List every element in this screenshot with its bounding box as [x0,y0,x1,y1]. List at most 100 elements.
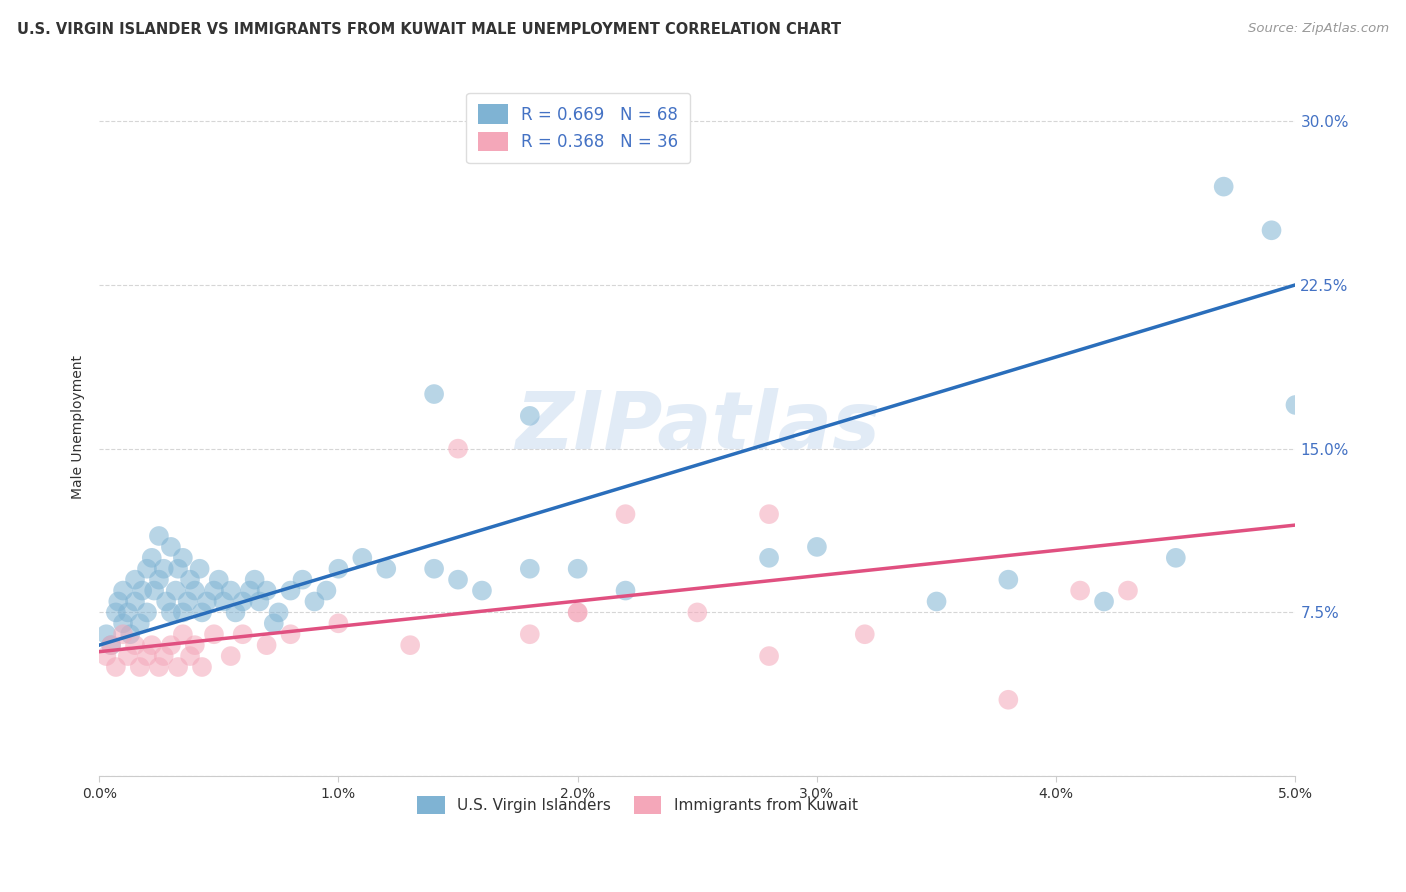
Point [179,649,201,664]
Point [519,562,541,576]
Point [225,606,247,620]
Text: Source: ZipAtlas.com: Source: ZipAtlas.com [1249,22,1389,36]
Point [925,594,948,608]
Point [471,583,494,598]
Point [165,583,187,598]
Point [614,507,637,521]
Point [212,594,235,608]
Point [160,638,183,652]
Point [136,649,159,664]
Point [172,606,194,620]
Point [160,606,183,620]
Point [148,529,170,543]
Y-axis label: Male Unemployment: Male Unemployment [72,355,86,499]
Point [519,409,541,423]
Point [128,616,150,631]
Point [291,573,314,587]
Point [352,550,374,565]
Point [152,649,174,664]
Point [243,573,266,587]
Text: U.S. VIRGIN ISLANDER VS IMMIGRANTS FROM KUWAIT MALE UNEMPLOYMENT CORRELATION CHA: U.S. VIRGIN ISLANDER VS IMMIGRANTS FROM … [17,22,841,37]
Point [304,594,326,608]
Point [232,594,254,608]
Point [202,627,225,641]
Point [519,627,541,641]
Point [997,692,1019,706]
Point [104,660,127,674]
Point [567,562,589,576]
Point [117,606,139,620]
Point [152,562,174,576]
Point [172,550,194,565]
Point [1164,550,1187,565]
Point [208,573,231,587]
Point [219,583,242,598]
Point [167,562,190,576]
Point [124,573,146,587]
Point [232,627,254,641]
Point [686,606,709,620]
Point [124,594,146,608]
Point [112,627,135,641]
Point [447,442,470,456]
Point [107,594,129,608]
Point [447,573,470,587]
Point [758,649,780,664]
Point [136,606,159,620]
Point [128,660,150,674]
Point [267,606,290,620]
Point [148,573,170,587]
Point [399,638,422,652]
Point [117,649,139,664]
Point [155,594,177,608]
Point [202,583,225,598]
Point [100,638,122,652]
Point [184,638,207,652]
Point [179,573,201,587]
Point [148,660,170,674]
Point [184,583,207,598]
Point [141,638,163,652]
Point [100,638,122,652]
Point [141,550,163,565]
Point [315,583,337,598]
Point [263,616,285,631]
Point [1092,594,1115,608]
Point [96,649,118,664]
Point [423,562,446,576]
Point [131,583,153,598]
Point [143,583,166,598]
Point [328,616,350,631]
Point [249,594,271,608]
Point [191,606,214,620]
Point [112,583,135,598]
Point [328,562,350,576]
Point [997,573,1019,587]
Legend: U.S. Virgin Islanders, Immigrants from Kuwait: U.S. Virgin Islanders, Immigrants from K… [406,785,869,824]
Point [256,638,278,652]
Point [256,583,278,598]
Point [1284,398,1306,412]
Point [96,627,118,641]
Text: ZIPatlas: ZIPatlas [515,388,880,466]
Point [188,562,211,576]
Point [1212,179,1234,194]
Point [280,583,302,598]
Point [239,583,262,598]
Point [1260,223,1282,237]
Point [1069,583,1091,598]
Point [567,606,589,620]
Point [112,616,135,631]
Point [104,606,127,620]
Point [120,627,142,641]
Point [280,627,302,641]
Point [176,594,198,608]
Point [567,606,589,620]
Point [758,550,780,565]
Point [191,660,214,674]
Point [853,627,876,641]
Point [1116,583,1139,598]
Point [375,562,398,576]
Point [160,540,183,554]
Point [167,660,190,674]
